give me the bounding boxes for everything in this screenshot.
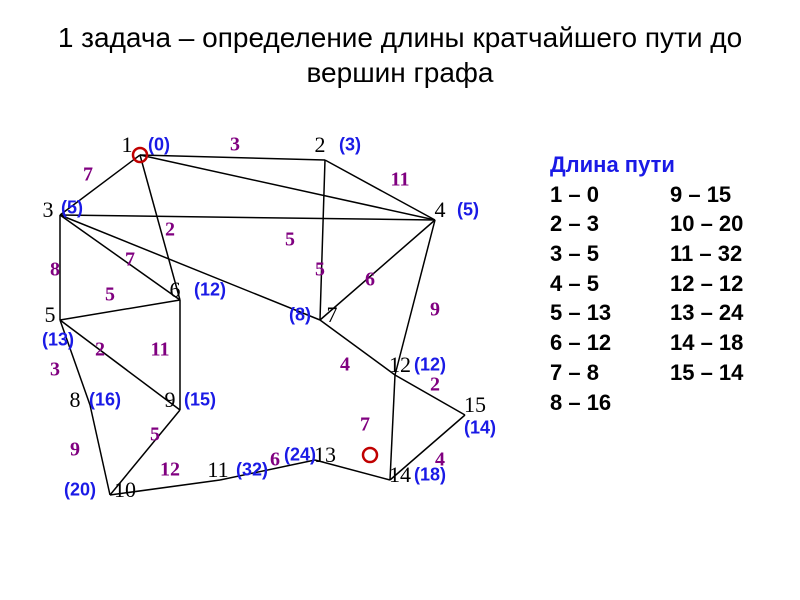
graph-edge — [320, 320, 395, 375]
edge-weight-label: 11 — [391, 169, 410, 192]
edge-weight-label: 2 — [430, 374, 440, 397]
edge-weight-label: 5 — [285, 229, 295, 252]
path-row: 5 – 1313 – 24 — [550, 298, 790, 328]
edge-weight-label: 9 — [430, 299, 440, 322]
edge-weight-label: 6 — [365, 269, 375, 292]
path-col-right: 10 – 20 — [670, 209, 790, 239]
edge-weight-label: 5 — [105, 284, 115, 307]
path-col-left: 3 – 5 — [550, 239, 670, 269]
graph-edge — [60, 215, 320, 320]
path-row: 7 – 815 – 14 — [550, 358, 790, 388]
edge-weight-label: 6 — [270, 449, 280, 472]
edge-weight-label: 8 — [50, 259, 60, 282]
node-dist-label: (12) — [414, 355, 446, 376]
path-col-right — [670, 388, 790, 418]
path-col-right: 12 – 12 — [670, 269, 790, 299]
node-id-label: 14 — [389, 462, 411, 488]
edge-weight-label: 7 — [360, 414, 370, 437]
node-id-label: 9 — [165, 387, 176, 413]
path-col-right: 11 – 32 — [670, 239, 790, 269]
node-id-label: 7 — [327, 302, 338, 328]
path-col-right: 14 – 18 — [670, 328, 790, 358]
node-id-label: 13 — [314, 442, 336, 468]
node-dist-label: (5) — [457, 200, 479, 221]
path-col-left: 1 – 0 — [550, 180, 670, 210]
node-dist-label: (16) — [89, 390, 121, 411]
graph-svg — [20, 120, 540, 550]
path-row: 2 – 310 – 20 — [550, 209, 790, 239]
graph-edge — [60, 215, 435, 220]
path-row: 6 – 1214 – 18 — [550, 328, 790, 358]
path-col-left: 6 – 12 — [550, 328, 670, 358]
edge-weight-label: 7 — [83, 164, 93, 187]
path-col-right: 15 – 14 — [670, 358, 790, 388]
node-id-label: 15 — [464, 392, 486, 418]
path-col-left: 7 – 8 — [550, 358, 670, 388]
node-id-label: 12 — [389, 352, 411, 378]
node-id-label: 6 — [170, 277, 181, 303]
edge-weight-label: 2 — [95, 339, 105, 362]
node-id-label: 5 — [45, 302, 56, 328]
edge-weight-label: 2 — [165, 219, 175, 242]
edge-weight-label: 3 — [50, 359, 60, 382]
node-dist-label: (8) — [289, 305, 311, 326]
path-list-header: Длина пути — [550, 150, 790, 180]
edge-weight-label: 7 — [125, 249, 135, 272]
node-dist-label: (14) — [464, 418, 496, 439]
node-dist-label: (3) — [339, 135, 361, 156]
path-col-right: 9 – 15 — [670, 180, 790, 210]
path-length-list: Длина пути 1 – 09 – 152 – 310 – 203 – 51… — [550, 150, 790, 417]
node-id-label: 11 — [207, 457, 228, 483]
edge-weight-label: 12 — [160, 459, 180, 482]
node-dist-label: (15) — [184, 390, 216, 411]
edge-weight-label: 5 — [150, 424, 160, 447]
graph-diagram: 1(0)2(3)3(5)4(5)5(13)6(12)7(8)8(16)9(15)… — [20, 120, 540, 550]
graph-edge — [320, 160, 325, 320]
path-col-right: 13 – 24 — [670, 298, 790, 328]
node-id-label: 1 — [122, 132, 133, 158]
graph-edge — [60, 215, 180, 300]
node-id-label: 2 — [315, 132, 326, 158]
node-dist-label: (32) — [236, 460, 268, 481]
path-row: 3 – 511 – 32 — [550, 239, 790, 269]
path-col-left: 2 – 3 — [550, 209, 670, 239]
path-col-left: 4 – 5 — [550, 269, 670, 299]
node-dist-label: (5) — [61, 198, 83, 219]
edge-weight-label: 9 — [70, 439, 80, 462]
graph-edge — [325, 160, 435, 220]
page-title: 1 задача – определение длины кратчайшего… — [0, 0, 800, 100]
path-row: 8 – 16 — [550, 388, 790, 418]
edge-weight-label: 11 — [151, 339, 170, 362]
node-dist-label: (24) — [284, 445, 316, 466]
node-id-label: 8 — [70, 387, 81, 413]
edge-weight-label: 3 — [230, 134, 240, 157]
graph-edge — [60, 300, 180, 320]
path-col-left: 8 – 16 — [550, 388, 670, 418]
path-row: 1 – 09 – 15 — [550, 180, 790, 210]
node-dist-label: (0) — [148, 135, 170, 156]
node-dist-label: (20) — [64, 480, 96, 501]
path-col-left: 5 – 13 — [550, 298, 670, 328]
node-id-label: 10 — [114, 477, 136, 503]
edge-weight-label: 5 — [315, 259, 325, 282]
node-dist-label: (12) — [194, 280, 226, 301]
node-id-label: 3 — [43, 197, 54, 223]
node-id-label: 4 — [435, 197, 446, 223]
node-dist-label: (13) — [42, 330, 74, 351]
edge-weight-label: 4 — [435, 449, 445, 472]
edge-weight-label: 4 — [340, 354, 350, 377]
highlight-node — [363, 448, 377, 462]
path-row: 4 – 512 – 12 — [550, 269, 790, 299]
